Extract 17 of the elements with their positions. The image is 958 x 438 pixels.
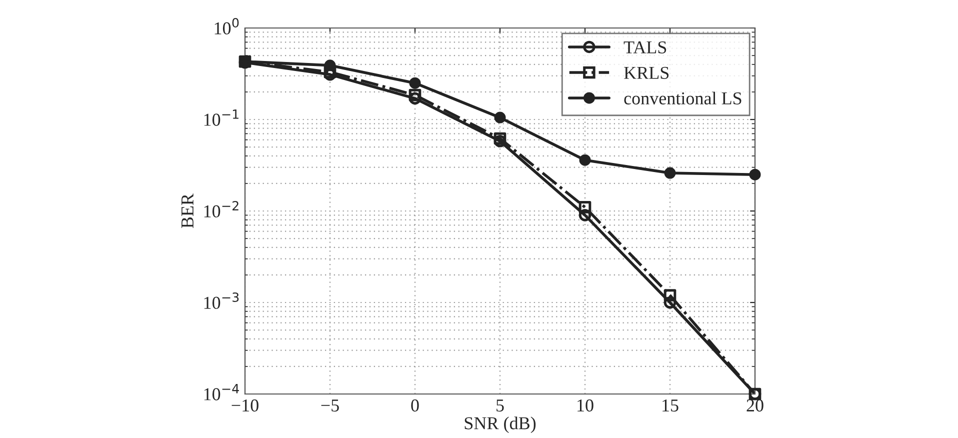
x-axis-title: SNR (dB) [464, 416, 536, 433]
legend-label: conventional LS [624, 92, 742, 104]
y-tick-label: 10$^{−2}$ [204, 200, 238, 218]
y-tick-label: 10$^{−4}$ [204, 384, 239, 400]
x-tick-label: −10 [232, 399, 258, 412]
x-tick-label: −5 [321, 400, 339, 412]
y-tick-label: 10$^{−3}$ [204, 292, 239, 309]
legend-label: KRLS [624, 66, 669, 79]
y-tick-label: 10$^{0}$ [214, 18, 239, 34]
x-tick-label: 20 [746, 399, 764, 412]
legend-label: TALS [624, 41, 666, 54]
x-tick-label: 0 [411, 399, 419, 412]
x-tick-label: 5 [496, 400, 504, 412]
y-tick-label: 10$^{−1}$ [204, 110, 238, 126]
x-tick-label: 15 [662, 399, 678, 412]
x-tick-label: 10 [578, 399, 594, 412]
y-axis-title: BER [182, 193, 194, 228]
